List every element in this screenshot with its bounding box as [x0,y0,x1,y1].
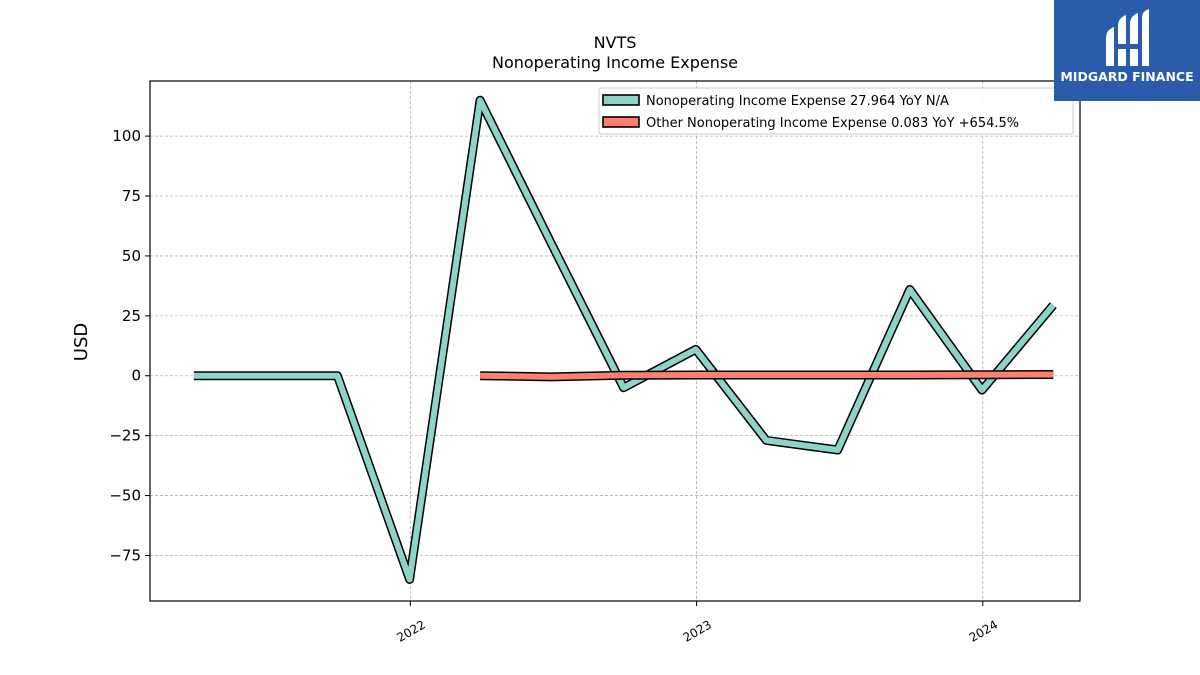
legend-swatch [602,116,640,128]
grid [150,81,1080,601]
series-line [480,371,1054,380]
logo: MIDGARD FINANCE [1054,0,1200,101]
series-layer [193,95,1057,584]
series-line-outline [193,95,1057,584]
legend-entry: Nonoperating Income Expense 27.964 YoY N… [646,94,949,109]
x-tick-label: 2023 [681,617,714,644]
legend-swatch [602,94,640,106]
legend-entry: Other Nonoperating Income Expense 0.083 … [646,116,1019,131]
y-tick-label: 100 [112,127,141,145]
legend: Nonoperating Income Expense 27.964 YoY N… [598,87,1074,135]
x-tick-label: 2024 [967,617,1000,644]
series-line [193,97,1056,583]
y-tick-label: −50 [109,487,141,505]
series-2-group [480,370,1054,382]
x-tick-label: 2022 [394,617,427,644]
legend-box [598,87,1074,135]
logo-icon [1106,9,1149,66]
y-tick-label: 75 [122,187,141,205]
y-tick-label: −25 [109,427,141,445]
y-tick-label: 25 [122,307,141,325]
series-1-group [193,95,1057,584]
y-tick-label: 50 [122,247,141,265]
y-tick-label: 0 [131,367,141,385]
chart-subtitle: Nonoperating Income Expense [492,53,738,72]
plot-frame [149,80,1081,602]
logo-text: MIDGARD FINANCE [1060,69,1194,84]
chart-title: NVTS [594,33,637,52]
y-tick-label: −75 [109,546,141,564]
y-axis-label: USD [71,323,92,361]
